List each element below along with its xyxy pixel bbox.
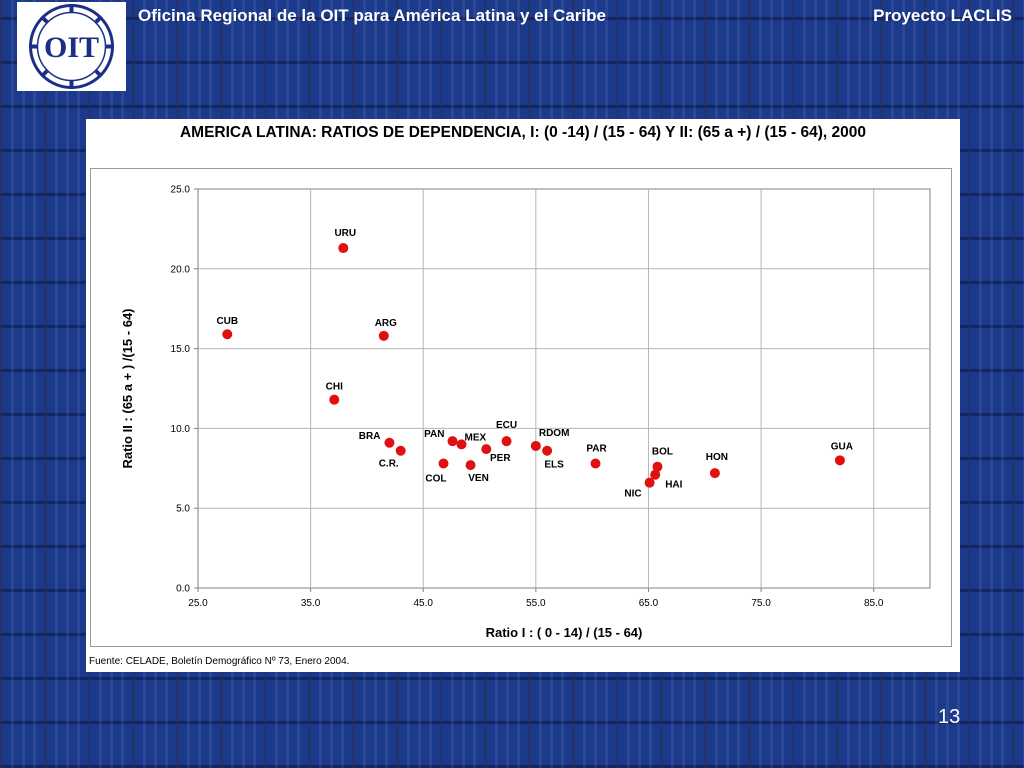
data-point xyxy=(465,460,476,471)
point-label: COL xyxy=(425,474,446,485)
y-tick-label: 10.0 xyxy=(171,424,191,435)
data-point xyxy=(652,461,663,472)
point-label: VEN xyxy=(468,473,489,484)
data-point xyxy=(338,243,349,254)
x-tick-label: 65.0 xyxy=(639,598,659,609)
x-tick-label: 55.0 xyxy=(526,598,546,609)
data-point xyxy=(456,439,467,450)
data-point xyxy=(438,458,449,469)
point-label: NIC xyxy=(624,489,641,500)
y-tick-label: 15.0 xyxy=(171,344,191,355)
header-title: Oficina Regional de la OIT para América … xyxy=(138,6,606,25)
source-note: Fuente: CELADE, Boletín Demográfico Nº 7… xyxy=(89,656,350,667)
data-point xyxy=(501,436,512,447)
y-tick-label: 0.0 xyxy=(176,584,190,595)
data-point xyxy=(530,440,541,451)
data-point xyxy=(650,469,661,480)
chart-panel: AMERICA LATINA: RATIOS DE DEPENDENCIA, I… xyxy=(86,119,960,672)
point-label: CHI xyxy=(326,382,343,393)
chart-frame xyxy=(90,168,952,647)
point-label: BOL xyxy=(652,447,673,458)
point-label: HON xyxy=(706,452,728,463)
point-label: PAR xyxy=(586,444,607,455)
data-point xyxy=(644,477,655,488)
data-point xyxy=(590,458,601,469)
page-number: 13 xyxy=(938,706,961,728)
oit-logo: OIT xyxy=(17,2,126,91)
data-point xyxy=(834,455,845,466)
data-point xyxy=(481,444,492,455)
data-point xyxy=(384,437,395,448)
x-axis-label: Ratio I : ( 0 - 14) / (15 - 64) xyxy=(486,625,643,640)
point-label: ELS xyxy=(544,460,564,471)
point-label: ARG xyxy=(375,318,397,329)
point-label: C.R. xyxy=(379,459,399,470)
point-label: MEX xyxy=(465,432,487,443)
x-tick-label: 35.0 xyxy=(301,598,321,609)
logo-text: OIT xyxy=(44,31,99,64)
point-label: URU xyxy=(334,228,356,239)
x-tick-label: 85.0 xyxy=(864,598,884,609)
data-point xyxy=(329,394,340,405)
x-tick-label: 45.0 xyxy=(413,598,433,609)
point-label: BRA xyxy=(359,431,381,442)
x-tick-label: 25.0 xyxy=(188,598,208,609)
x-tick-label: 75.0 xyxy=(751,598,771,609)
chart-title: AMERICA LATINA: RATIOS DE DEPENDENCIA, I… xyxy=(179,124,867,141)
y-tick-label: 20.0 xyxy=(171,264,191,275)
data-point xyxy=(395,445,406,456)
y-axis-label: Ratio II : (65 a + ) /(15 - 64) xyxy=(120,308,135,468)
point-label: PER xyxy=(490,453,511,464)
data-point xyxy=(378,330,389,341)
project-name: Proyecto LACLIS xyxy=(873,6,1012,25)
data-point xyxy=(709,468,720,479)
y-tick-label: 5.0 xyxy=(176,504,190,515)
point-label: RDOM xyxy=(539,428,570,439)
point-label: ECU xyxy=(496,420,517,431)
plot-area xyxy=(197,188,931,589)
data-point xyxy=(447,436,458,447)
data-point xyxy=(222,329,233,340)
scatter-plot: 25.0 35.0 45.0 55.0 65.0 75.0 85.0 0.0 5.0 10.0 15… xyxy=(120,185,931,640)
point-label: HAI xyxy=(665,480,682,491)
y-tick-label: 25.0 xyxy=(171,185,191,196)
data-point xyxy=(542,445,553,456)
point-label: GUA xyxy=(831,441,853,452)
point-label: CUB xyxy=(216,316,238,327)
point-label: PAN xyxy=(424,429,444,440)
oit-logo-graphic: OIT xyxy=(29,4,114,89)
